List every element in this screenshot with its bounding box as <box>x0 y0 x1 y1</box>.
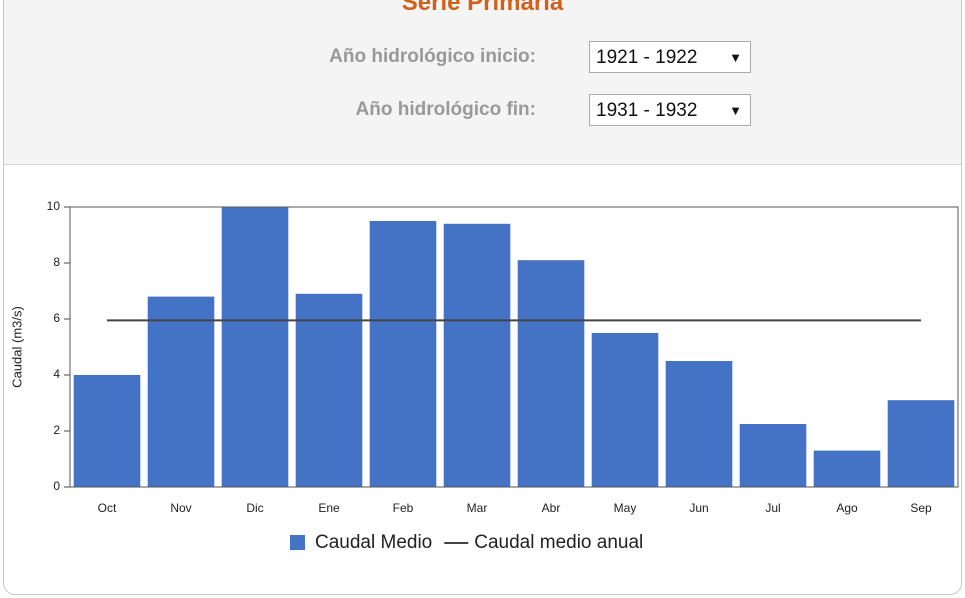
bar <box>221 207 289 487</box>
x-tick-label: Jun <box>689 501 708 515</box>
y-tick-label: 4 <box>53 367 60 381</box>
x-tick-label: Ene <box>318 501 340 515</box>
x-tick-label: Abr <box>542 501 561 515</box>
plot-frame <box>69 206 959 488</box>
bar <box>591 333 659 487</box>
bar <box>443 223 511 488</box>
y-tick-label: 10 <box>47 199 61 213</box>
y-tick-label: 0 <box>53 479 60 493</box>
bar <box>147 296 215 487</box>
bar <box>813 450 881 487</box>
legend-label: Caudal medio anual <box>474 532 643 553</box>
x-tick-label: Mar <box>467 501 488 515</box>
x-tick-label: Jul <box>765 501 780 515</box>
filter-panel: Serie Primaria Año hidrológico inicio: 1… <box>4 0 961 165</box>
start-label: Año hidrológico inicio: <box>329 46 536 67</box>
start-select[interactable]: 1921 - 1922 ▼ <box>589 41 751 73</box>
dropdown-arrow: ▼ <box>729 103 742 118</box>
end-label: Año hidrológico fin: <box>355 99 536 120</box>
end-select[interactable]: 1931 - 1932 ▼ <box>589 94 751 126</box>
y-tick-label: 8 <box>53 255 60 269</box>
y-tick-label: 2 <box>53 423 60 437</box>
x-tick-label: Ago <box>836 501 858 515</box>
x-tick-label: Nov <box>170 501 191 515</box>
bar <box>887 400 955 487</box>
bar <box>517 260 585 487</box>
panel: Serie Primaria Año hidrológico inicio: 1… <box>3 0 962 595</box>
bar <box>665 361 733 487</box>
bar <box>73 375 141 487</box>
end-value: 1931 - 1932 <box>596 100 698 121</box>
legend-swatch <box>290 535 305 550</box>
title: Serie Primaria <box>401 0 564 16</box>
bar <box>295 293 363 487</box>
y-axis-label: Caudal (m3/s) <box>9 306 24 388</box>
x-tick-label: Sep <box>910 501 932 515</box>
legend-label: Caudal Medio <box>315 532 432 553</box>
x-tick-label: Dic <box>246 501 263 515</box>
bar <box>739 424 807 487</box>
dropdown-arrow: ▼ <box>729 50 742 65</box>
x-tick-label: Feb <box>393 501 414 515</box>
x-tick-label: Oct <box>98 501 117 515</box>
bar <box>369 221 437 487</box>
start-value: 1921 - 1922 <box>596 47 698 68</box>
y-tick-label: 6 <box>53 311 60 325</box>
x-tick-label: May <box>614 501 637 515</box>
